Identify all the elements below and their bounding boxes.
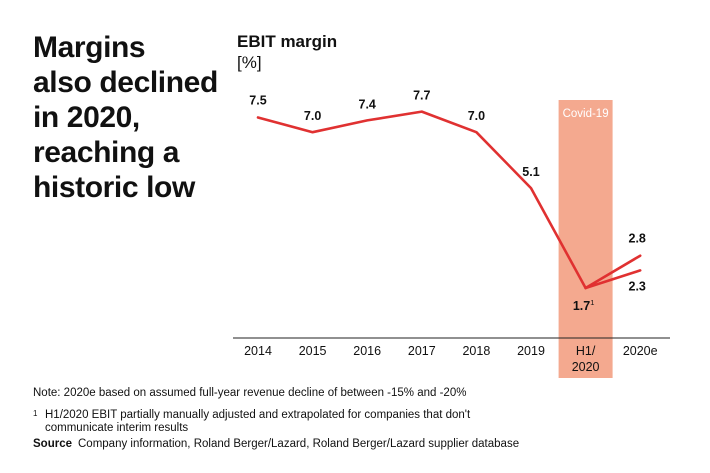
headline: Margins also declined in 2020, reaching … (33, 30, 223, 205)
footnote: 1 H1/2020 EBIT partially manually adjuste… (33, 409, 515, 435)
source-line: Source Company information, Roland Berger… (33, 438, 683, 451)
data-label: 7.0 (304, 109, 321, 123)
footnote-text: H1/2020 EBIT partially manually adjusted… (45, 409, 471, 434)
headline-line: in 2020, (33, 101, 140, 134)
x-tick-label: 2017 (408, 344, 436, 358)
headline-line: Margins (33, 31, 146, 64)
x-tick-label: 2019 (517, 344, 545, 358)
covid-highlight-band (558, 100, 613, 378)
x-tick-label: 2015 (299, 344, 327, 358)
series-line-1 (256, 110, 587, 290)
data-label: 2.8 (629, 232, 646, 246)
data-label: 7.7 (413, 89, 430, 103)
x-tick-label: H1/2020 (572, 344, 600, 374)
footnote-mark: 1 (33, 409, 38, 418)
data-label: 7.4 (359, 97, 376, 111)
x-tick-label: 2014 (244, 344, 272, 358)
x-tick-label: 2016 (353, 344, 381, 358)
data-label: 1.71 (573, 298, 595, 313)
series-line-3 (584, 269, 642, 290)
data-label: 7.0 (468, 109, 485, 123)
chart-unit: [%] (237, 53, 262, 72)
data-label: 2.3 (629, 279, 646, 293)
x-tick-label: 2020e (623, 344, 658, 358)
data-label: 5.1 (522, 165, 539, 179)
headline-line: reaching a (33, 136, 180, 169)
notes: Note: 2020e based on assumed full-year r… (33, 387, 683, 451)
ebit-margin-chart: Covid-19 2014 2015 2016 2017 2018 2019 H1/2020 2… (233, 89, 670, 378)
data-label: 7.5 (249, 94, 266, 108)
headline-line: also declined (33, 66, 218, 99)
series-line-2 (584, 254, 642, 290)
source-text: Company information, Roland Berger/Lazar… (78, 438, 520, 450)
note-text: Note: 2020e based on assumed full-year r… (33, 387, 467, 399)
source-label: Source (33, 438, 72, 450)
chart-title: EBIT margin (237, 32, 338, 51)
x-tick-label: 2018 (462, 344, 490, 358)
headline-line: historic low (33, 171, 195, 204)
covid-highlight-label: Covid-19 (563, 108, 609, 120)
